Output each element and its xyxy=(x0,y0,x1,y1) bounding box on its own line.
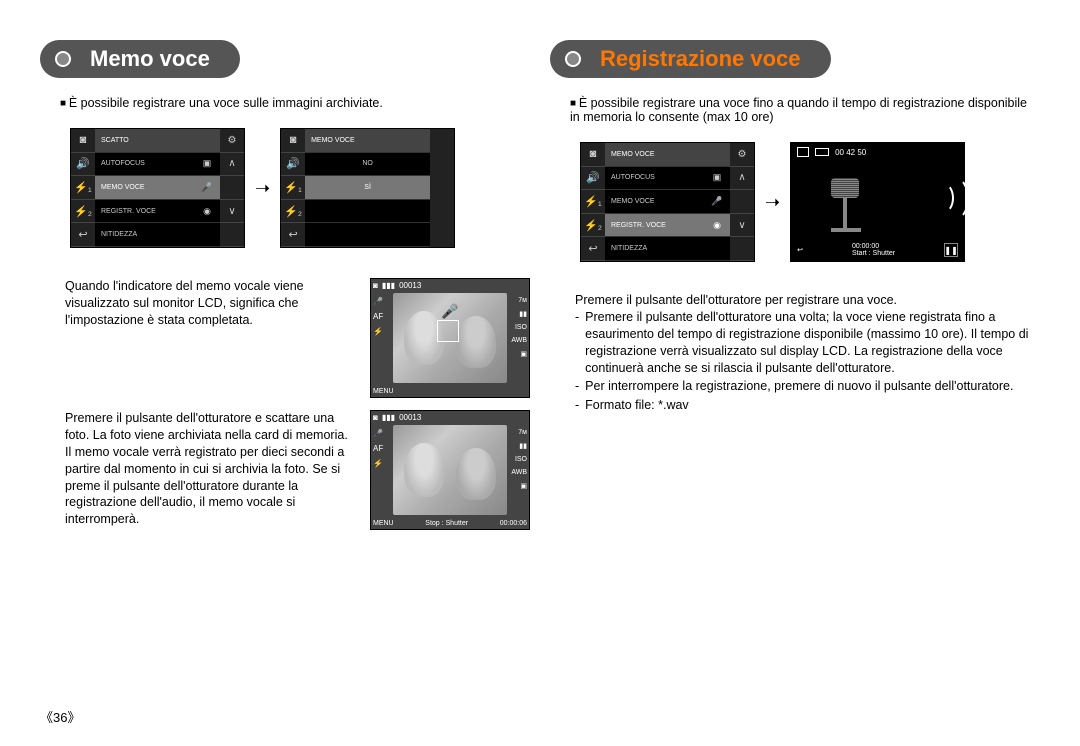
menu-icon: 🔊 xyxy=(281,153,305,177)
menu-item-icon: ◉ xyxy=(200,206,214,217)
page-number: 《36》 xyxy=(40,707,80,726)
menu-icon: ∧ xyxy=(220,153,244,177)
battery-icon xyxy=(815,148,829,156)
menu-screen-voice: ◙ 🔊 ⚡₁ ⚡₂ ↩ MEMO VOCE AUTOFOCUS▣ MEMO VO… xyxy=(580,142,755,262)
microphone-icon xyxy=(821,178,871,238)
menu-icon: ⚡₂ xyxy=(581,214,605,238)
mic-icon: 🎤 xyxy=(441,303,458,320)
menu-item: REGISTR. VOCE xyxy=(611,222,706,229)
menu-icon: ↩ xyxy=(581,237,605,261)
menu-icon: ⚡₂ xyxy=(281,200,305,224)
recording-screen: 00 42 50 ↩ 00:00:00Start : Shutter ❚❚ xyxy=(790,142,965,262)
menu-item: NITIDEZZA xyxy=(101,231,214,238)
stop-label: Stop : Shutter xyxy=(425,520,468,527)
menu-item: NITIDEZZA xyxy=(611,245,724,252)
menu-screen-2: ◙ 🔊 ⚡₁ ⚡₂ ↩ MEMO VOCE NO SÌ xyxy=(280,128,455,248)
menu-icon: ↩ xyxy=(71,223,95,247)
menu-icon: ∧ xyxy=(730,167,754,191)
instruction-text: Per interrompere la registrazione, preme… xyxy=(575,378,1040,395)
back-icon: ↩ xyxy=(797,246,803,254)
elapsed-time: 00:00:00 xyxy=(852,243,879,250)
instruction-main: Premere il pulsante dell'otturatore per … xyxy=(575,292,1040,309)
menu-header: MEMO VOCE xyxy=(611,151,724,158)
instruction-text: Il memo vocale verrà registrato per diec… xyxy=(65,444,355,528)
menu-icon: ↩ xyxy=(281,223,305,247)
instruction-text: Quando l'indicatore del memo vocale vien… xyxy=(65,278,355,329)
menu-option: SÌ xyxy=(311,184,424,191)
rec-time: 00:00:06 xyxy=(500,520,527,527)
rec-mode-icon xyxy=(797,147,809,157)
menu-icon: ◙ xyxy=(281,129,305,153)
section-title-right: Registrazione voce xyxy=(550,40,831,78)
menu-item: AUTOFOCUS xyxy=(611,174,706,181)
menu-icon xyxy=(220,223,244,247)
menu-screen-1: ◙ 🔊 ⚡₁ ⚡₂ ↩ SCATTO AUTOFOCUS ▣ MEMO VOCE 🎤… xyxy=(70,128,245,248)
instruction-text: Premere il pulsante dell'otturatore una … xyxy=(575,309,1040,377)
menu-header: SCATTO xyxy=(101,137,214,144)
camera-icon: ◙ xyxy=(373,281,378,290)
menu-icon xyxy=(220,176,244,200)
instruction-text: Formato file: *.wav xyxy=(575,397,1040,414)
menu-icon: ⚡₁ xyxy=(581,190,605,214)
menu-icon: ◙ xyxy=(581,143,605,167)
menu-icon: ⚙ xyxy=(730,143,754,167)
menu-icon: ∨ xyxy=(730,214,754,238)
arrow-icon: ➝ xyxy=(765,192,780,213)
menu-icon: ⚡₁ xyxy=(281,176,305,200)
counter: 00013 xyxy=(399,281,421,290)
menu-item: MEMO VOCE xyxy=(611,198,706,205)
menu-icon: 🔊 xyxy=(581,167,605,191)
menu-item-icon: ▣ xyxy=(200,158,214,169)
section-title-left: Memo voce xyxy=(40,40,240,78)
menu-icon: 🔊 xyxy=(71,153,95,177)
menu-item: MEMO VOCE xyxy=(101,184,196,191)
menu-item: AUTOFOCUS xyxy=(101,160,196,167)
menu-icon: ∨ xyxy=(220,200,244,224)
rec-timer: 00 42 50 xyxy=(835,148,866,157)
arrow-icon: ➝ xyxy=(255,178,270,199)
lcd-preview-1: ◙▮▮▮00013 🎤AF⚡ 7м▮▮ISOAWB▣ 🎤 MENU xyxy=(370,278,530,398)
menu-item: REGISTR. VOCE xyxy=(101,208,196,215)
intro-right: È possibile registrare una voce fino a q… xyxy=(570,96,1040,124)
menu-screens-right: ◙ 🔊 ⚡₁ ⚡₂ ↩ MEMO VOCE AUTOFOCUS▣ MEMO VO… xyxy=(580,142,1040,262)
menu-icon: ◙ xyxy=(71,129,95,153)
menu-item-icon: 🎤 xyxy=(200,182,214,193)
menu-icon: ⚡₂ xyxy=(71,200,95,224)
intro-left: È possibile registrare una voce sulle im… xyxy=(60,96,530,110)
menu-screens-left: ◙ 🔊 ⚡₁ ⚡₂ ↩ SCATTO AUTOFOCUS ▣ MEMO VOCE 🎤… xyxy=(70,128,530,248)
menu-icon: ⚡₁ xyxy=(71,176,95,200)
menu-header: MEMO VOCE xyxy=(311,137,424,144)
menu-icon: ⚙ xyxy=(220,129,244,153)
instruction-text: Premere il pulsante dell'otturatore e sc… xyxy=(65,410,355,444)
menu-option: NO xyxy=(311,160,424,167)
start-label: Start : Shutter xyxy=(852,250,895,257)
pause-icon: ❚❚ xyxy=(944,243,958,257)
lcd-preview-2: ◙▮▮▮00013 🎤AF⚡ 7м▮▮ISOAWB▣ MENUStop : Sh… xyxy=(370,410,530,530)
